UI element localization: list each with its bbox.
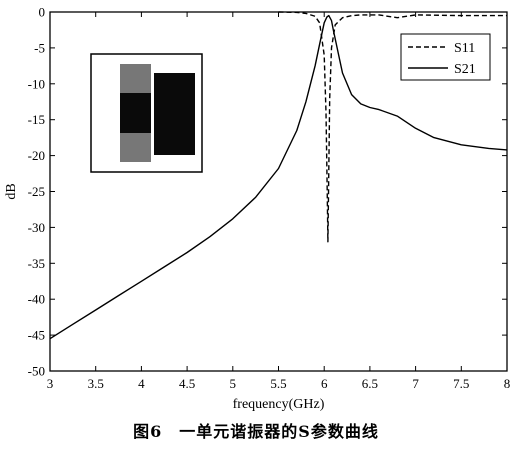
x-axis-title: frequency(GHz) — [233, 397, 325, 412]
x-tick-label: 6 — [321, 376, 328, 391]
y-tick-label: -5 — [34, 40, 45, 55]
legend-box — [400, 33, 491, 81]
inset-dark-block — [120, 93, 151, 133]
y-tick-label: -10 — [28, 76, 45, 91]
y-tick-label: 0 — [39, 5, 46, 20]
x-tick-label: 5 — [230, 376, 237, 391]
y-tick-label: -30 — [28, 220, 45, 235]
x-tick-label: 4 — [138, 376, 145, 391]
series-line-s11 — [278, 11, 507, 243]
series-line-s21 — [49, 14, 508, 340]
x-tick-label: 8 — [504, 376, 511, 391]
x-tick-label: 5.5 — [270, 376, 286, 391]
x-tick-label: 7 — [412, 376, 419, 391]
inset-image — [90, 53, 203, 173]
inset-dark-strip — [154, 73, 195, 155]
x-tick-label: 7.5 — [453, 376, 469, 391]
x-tick-label: 3 — [47, 376, 54, 391]
axis-ticks: 3 3.5 4 4.5 5 5.5 6 6.5 7 7.5 8 0 -5 -10 -15 -20 -25 -30 -… — [28, 5, 511, 392]
x-tick-label: 3.5 — [88, 376, 104, 391]
x-tick-label: 6.5 — [362, 376, 378, 391]
series-group — [49, 11, 508, 340]
y-tick-label: -20 — [28, 148, 45, 163]
y-tick-label: -45 — [28, 328, 45, 343]
y-tick-label: -25 — [28, 184, 45, 199]
x-tick-label: 4.5 — [179, 376, 195, 391]
y-tick-label: -40 — [28, 292, 45, 307]
legend-label-s11: S11 — [454, 41, 475, 56]
y-tick-label: -15 — [28, 112, 45, 127]
y-tick-label: -50 — [28, 364, 45, 379]
y-tick-label: -35 — [28, 256, 45, 271]
y-axis-title: dB — [4, 183, 19, 199]
legend-label-s21: S21 — [454, 62, 476, 77]
figure-caption: 图6 一单元谐振器的S参数曲线 — [133, 422, 379, 441]
